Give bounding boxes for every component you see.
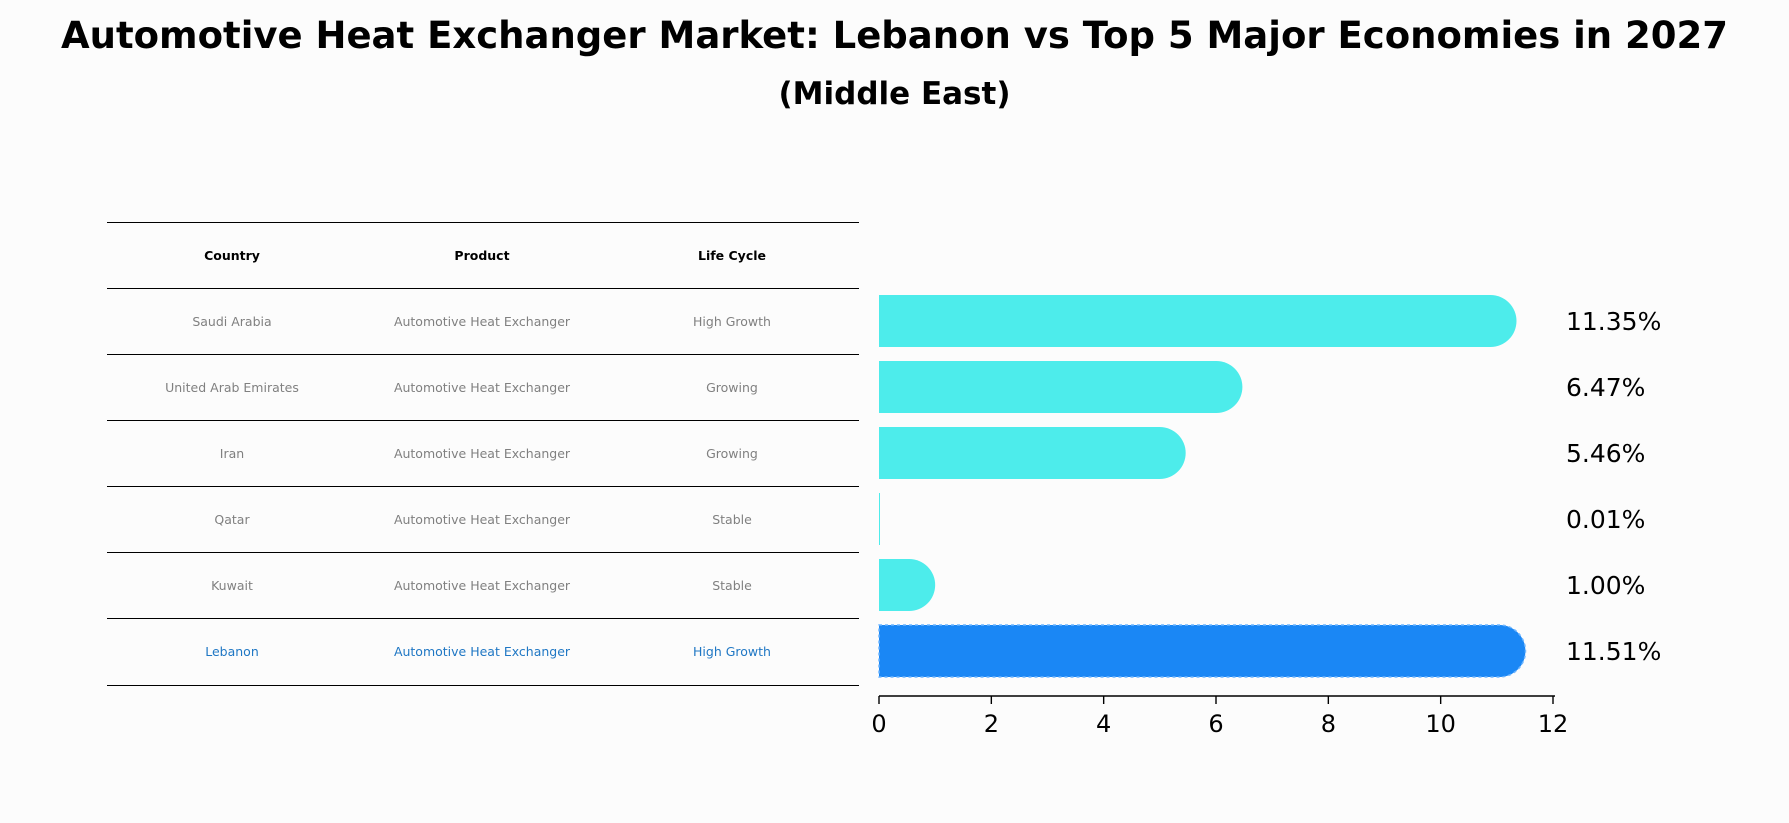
x-tick-label: 6	[1208, 710, 1223, 738]
value-label: 5.46%	[1566, 439, 1645, 468]
header-product: Product	[454, 248, 510, 263]
cell-product: Automotive Heat Exchanger	[393, 644, 571, 660]
bar	[879, 295, 1517, 347]
x-tick-label: 10	[1425, 710, 1456, 738]
cell-product: Automotive Heat Exchanger	[393, 314, 571, 329]
chart-title: Automotive Heat Exchanger Market: Lebano…	[60, 14, 1729, 57]
x-tick-label: 4	[1096, 710, 1111, 738]
cell-country: Saudi Arabia	[192, 314, 272, 329]
x-tick-label: 0	[871, 710, 886, 738]
bar	[879, 559, 936, 611]
country-table: Country Product Life Cycle Saudi Arabia …	[107, 222, 859, 686]
table-row: Qatar Automotive Heat Exchanger Stable	[107, 486, 859, 552]
cell-life-cycle: High Growth	[693, 644, 771, 660]
cell-country: Kuwait	[211, 578, 253, 593]
header-life-cycle: Life Cycle	[697, 248, 766, 263]
table-row: Kuwait Automotive Heat Exchanger Stable	[107, 552, 859, 618]
bar	[879, 427, 1186, 479]
x-tick-label: 12	[1538, 710, 1569, 738]
cell-product: Automotive Heat Exchanger	[393, 446, 571, 461]
cell-country: Lebanon	[205, 644, 259, 660]
bar	[879, 361, 1243, 413]
x-tick-label: 2	[984, 710, 999, 738]
cell-life-cycle: Stable	[712, 512, 752, 527]
bar-highlight	[878, 624, 1527, 678]
value-label: 11.35%	[1566, 307, 1661, 336]
table-row: United Arab Emirates Automotive Heat Exc…	[107, 354, 859, 420]
chart-subtitle: (Middle East)	[778, 76, 1011, 112]
value-label: 6.47%	[1566, 373, 1645, 402]
cell-life-cycle: Stable	[712, 578, 752, 593]
x-tick-label: 8	[1321, 710, 1336, 738]
bar	[879, 493, 880, 545]
value-label: 0.01%	[1566, 505, 1645, 534]
table-row: Iran Automotive Heat Exchanger Growing	[107, 420, 859, 486]
cell-product: Automotive Heat Exchanger	[393, 380, 571, 395]
value-label: 1.00%	[1566, 571, 1645, 600]
table-header-row: Country Product Life Cycle	[107, 222, 859, 288]
value-label: 11.51%	[1566, 637, 1661, 666]
cell-country: Qatar	[214, 512, 250, 527]
cell-country: Iran	[219, 446, 245, 461]
cell-life-cycle: Growing	[706, 446, 758, 461]
cell-life-cycle: Growing	[706, 380, 758, 395]
header-country: Country	[204, 248, 260, 263]
cell-country: United Arab Emirates	[165, 380, 299, 395]
table-row-highlight: Lebanon Automotive Heat Exchanger High G…	[107, 618, 859, 686]
cell-product: Automotive Heat Exchanger	[393, 578, 571, 593]
cell-life-cycle: High Growth	[693, 314, 771, 329]
table-row: Saudi Arabia Automotive Heat Exchanger H…	[107, 288, 859, 354]
cell-product: Automotive Heat Exchanger	[393, 512, 571, 527]
